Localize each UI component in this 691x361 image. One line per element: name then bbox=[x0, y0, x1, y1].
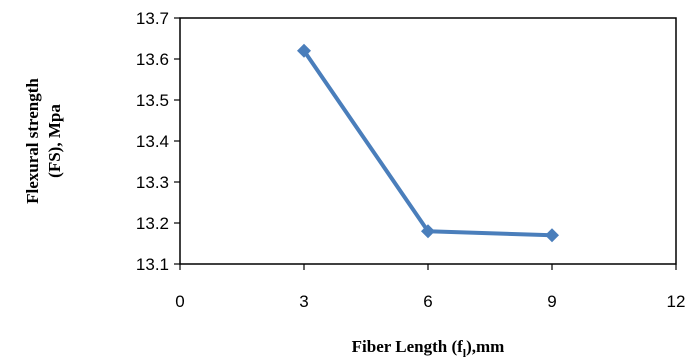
series-line bbox=[302, 49, 553, 238]
x-axis: 0 3 6 9 12 bbox=[175, 264, 685, 311]
x-tick-label: 9 bbox=[547, 292, 556, 311]
y-axis-title: Flexural strength bbox=[23, 78, 42, 204]
x-axis-title: Fiber Length (fl),mm bbox=[352, 337, 505, 360]
x-tick-label: 6 bbox=[423, 292, 432, 311]
y-tick-label: 13.3 bbox=[136, 173, 169, 192]
y-tick-label: 13.7 bbox=[136, 9, 169, 28]
x-axis-title-subscript: l bbox=[463, 346, 467, 360]
x-tick-label: 0 bbox=[175, 292, 184, 311]
data-point-marker bbox=[421, 224, 435, 239]
x-axis-title-suffix: ),mm bbox=[466, 337, 504, 356]
x-tick-label: 12 bbox=[667, 292, 686, 311]
y-axis: 13.1 13.2 13.3 13.4 13.5 13.6 13.7 bbox=[136, 9, 180, 274]
data-point-marker bbox=[545, 228, 559, 243]
series-group bbox=[297, 43, 559, 243]
y-axis-title-line2: (FS), Mpa bbox=[45, 104, 64, 178]
x-axis-title-main: Fiber Length (f bbox=[352, 337, 463, 356]
y-tick-label: 13.6 bbox=[136, 50, 169, 69]
y-tick-label: 13.4 bbox=[136, 132, 169, 151]
x-tick-label: 3 bbox=[299, 292, 308, 311]
y-tick-label: 13.2 bbox=[136, 214, 169, 233]
data-point-marker bbox=[297, 43, 311, 58]
y-tick-label: 13.5 bbox=[136, 91, 169, 110]
y-tick-label: 13.1 bbox=[136, 255, 169, 274]
